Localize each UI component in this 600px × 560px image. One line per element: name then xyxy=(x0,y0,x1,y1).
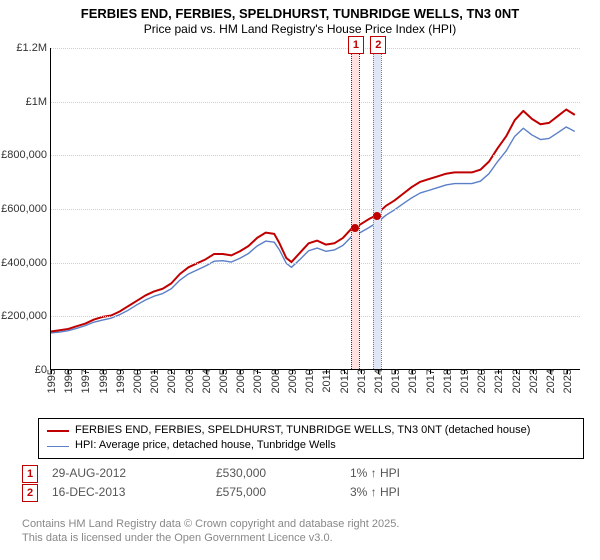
transaction-row: 1 29-AUG-2012 £530,000 1% ↑ HPI xyxy=(22,464,578,483)
transaction-price: £530,000 xyxy=(216,464,336,483)
transaction-date: 29-AUG-2012 xyxy=(52,464,202,483)
x-tick xyxy=(395,370,396,374)
transaction-delta: 3% ↑ HPI xyxy=(350,483,470,502)
transaction-number: 1 xyxy=(22,465,38,483)
gridline xyxy=(51,48,580,49)
marker-band xyxy=(351,48,359,369)
x-tick xyxy=(481,370,482,374)
footer-line2: This data is licensed under the Open Gov… xyxy=(22,532,578,546)
price-dot xyxy=(373,212,381,220)
x-tick xyxy=(567,370,568,374)
chart-container: FERBIES END, FERBIES, SPELDHURST, TUNBRI… xyxy=(0,0,600,560)
x-tick xyxy=(498,370,499,374)
x-tick xyxy=(447,370,448,374)
x-tick xyxy=(309,370,310,374)
marker-edge xyxy=(351,48,352,369)
price-dot xyxy=(351,224,359,232)
x-tick xyxy=(85,370,86,374)
x-tick xyxy=(240,370,241,374)
x-tick xyxy=(344,370,345,374)
series-hpi xyxy=(51,127,575,333)
y-tick-label: £600,000 xyxy=(1,203,51,215)
x-tick xyxy=(378,370,379,374)
chart-title: FERBIES END, FERBIES, SPELDHURST, TUNBRI… xyxy=(0,0,600,22)
x-tick xyxy=(51,370,52,374)
legend-item: HPI: Average price, detached house, Tunb… xyxy=(47,438,575,453)
marker-band xyxy=(373,48,381,369)
legend-label: HPI: Average price, detached house, Tunb… xyxy=(75,438,336,453)
x-tick xyxy=(223,370,224,374)
y-tick-label: £1.2M xyxy=(16,42,51,54)
transactions-table: 1 29-AUG-2012 £530,000 1% ↑ HPI 2 16-DEC-2013… xyxy=(22,464,578,502)
legend-item: FERBIES END, FERBIES, SPELDHURST, TUNBRI… xyxy=(47,423,575,438)
gridline xyxy=(51,102,580,103)
x-tick xyxy=(326,370,327,374)
transaction-number: 2 xyxy=(22,484,38,502)
x-tick xyxy=(189,370,190,374)
transaction-row: 2 16-DEC-2013 £575,000 3% ↑ HPI xyxy=(22,483,578,502)
legend: FERBIES END, FERBIES, SPELDHURST, TUNBRI… xyxy=(38,418,584,459)
gridline xyxy=(51,263,580,264)
x-tick xyxy=(257,370,258,374)
x-tick xyxy=(137,370,138,374)
marker-edge xyxy=(381,48,382,369)
x-tick xyxy=(68,370,69,374)
x-tick xyxy=(292,370,293,374)
y-tick-label: £400,000 xyxy=(1,257,51,269)
x-tick xyxy=(412,370,413,374)
marker-edge xyxy=(359,48,360,369)
y-tick-label: £800,000 xyxy=(1,149,51,161)
gridline xyxy=(51,316,580,317)
marker-number: 1 xyxy=(348,36,364,54)
x-tick xyxy=(275,370,276,374)
x-tick xyxy=(120,370,121,374)
x-tick xyxy=(550,370,551,374)
footer-line1: Contains HM Land Registry data © Crown c… xyxy=(22,518,578,532)
marker-number: 2 xyxy=(370,36,386,54)
x-tick xyxy=(361,370,362,374)
legend-swatch xyxy=(47,446,69,447)
gridline xyxy=(51,209,580,210)
legend-label: FERBIES END, FERBIES, SPELDHURST, TUNBRI… xyxy=(75,423,530,438)
x-tick xyxy=(154,370,155,374)
legend-swatch xyxy=(47,430,69,432)
transaction-price: £575,000 xyxy=(216,483,336,502)
x-tick xyxy=(206,370,207,374)
chart-subtitle: Price paid vs. HM Land Registry's House … xyxy=(0,22,600,41)
marker-edge xyxy=(373,48,374,369)
gridline xyxy=(51,155,580,156)
x-tick xyxy=(533,370,534,374)
x-tick xyxy=(464,370,465,374)
footer-attribution: Contains HM Land Registry data © Crown c… xyxy=(22,518,578,546)
series-price_paid xyxy=(51,110,575,332)
transaction-delta: 1% ↑ HPI xyxy=(350,464,470,483)
y-tick-label: £200,000 xyxy=(1,310,51,322)
y-tick-label: £1M xyxy=(26,96,51,108)
x-tick xyxy=(103,370,104,374)
plot-area: £0£200,000£400,000£600,000£800,000£1M£1.… xyxy=(50,48,580,370)
x-tick xyxy=(171,370,172,374)
x-tick xyxy=(430,370,431,374)
x-tick xyxy=(516,370,517,374)
transaction-date: 16-DEC-2013 xyxy=(52,483,202,502)
